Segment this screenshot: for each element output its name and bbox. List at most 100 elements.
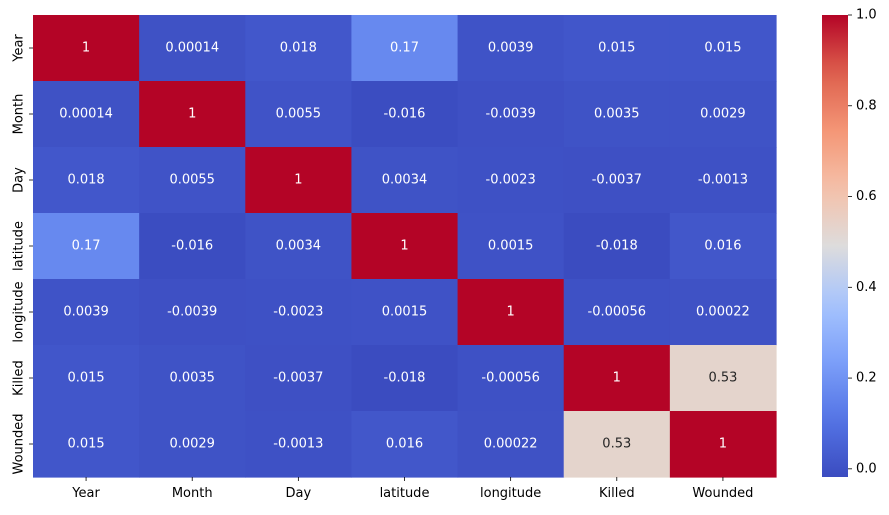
cell-annotation-latitude-longitude: 0.0015 [488, 239, 534, 254]
cell-annotation-killed-day: -0.0037 [273, 371, 323, 386]
cell-annotations: 1 0.00014 0.018 0.17 0.0039 0.015 0.015 0.00014… [59, 41, 750, 452]
heatmap-cell-year-month [139, 15, 246, 82]
cell-annotation-day-month: 0.0055 [169, 173, 215, 188]
cell-annotation-wounded-day: -0.0013 [273, 437, 323, 452]
cell-annotation-longitude-wounded: 0.00022 [696, 305, 750, 320]
cell-annotation-killed-killed: 1 [613, 371, 621, 386]
cell-annotation-longitude-killed: -0.00056 [588, 305, 646, 320]
heatmap-cell-longitude-longitude [457, 279, 565, 346]
cell-annotation-day-wounded: -0.0013 [698, 173, 748, 188]
cell-annotation-year-latitude: 0.17 [390, 41, 419, 56]
heatmap-cell-latitude-year [33, 213, 140, 280]
cell-annotation-day-longitude: -0.0023 [486, 173, 536, 188]
heatmap-cell-longitude-latitude [351, 279, 459, 346]
heatmap-cell-wounded-longitude [457, 411, 565, 478]
cell-annotation-wounded-killed: 0.53 [602, 437, 631, 452]
heatmap-cell-wounded-day [245, 411, 353, 478]
x-tick-label-day: Day [286, 486, 312, 501]
heatmap-cell-killed-latitude [351, 345, 459, 412]
heatmap-cell-day-day [245, 147, 353, 214]
colorbar-tick-label-4: 0.8 [856, 98, 877, 113]
heatmap-cell-wounded-month [139, 411, 246, 478]
heatmap-cell-day-latitude [351, 147, 459, 214]
colorbar-gradient [822, 15, 848, 477]
cell-annotation-latitude-wounded: 0.016 [704, 239, 741, 254]
cell-annotation-year-day: 0.018 [280, 41, 317, 56]
cell-annotation-wounded-latitude: 0.016 [386, 437, 423, 452]
x-tick-label-latitude: latitude [380, 486, 430, 501]
x-tick-label-longitude: longitude [480, 486, 541, 501]
heatmap-cell-killed-wounded [669, 345, 777, 412]
cell-annotation-day-latitude: 0.0034 [382, 173, 428, 188]
cell-annotation-latitude-killed: -0.018 [596, 239, 638, 254]
heatmap-cell-longitude-year [33, 279, 140, 346]
heatmap-cell-killed-year [33, 345, 140, 412]
colorbar-tick-label-2: 0.4 [856, 280, 877, 295]
heatmap-cell-latitude-month [139, 213, 246, 280]
heatmap-cell-day-year [33, 147, 140, 214]
heatmap-cell-month-longitude [457, 81, 565, 148]
cell-annotation-longitude-longitude: 1 [507, 305, 515, 320]
cell-annotation-killed-year: 0.015 [67, 371, 104, 386]
cell-annotation-longitude-month: -0.0039 [167, 305, 217, 320]
cell-annotation-month-longitude: -0.0039 [486, 107, 536, 122]
cell-annotation-longitude-year: 0.0039 [63, 305, 109, 320]
cell-annotation-latitude-day: 0.0034 [276, 239, 322, 254]
heatmap-cell-latitude-latitude [351, 213, 459, 280]
heatmap-cell-day-longitude [457, 147, 565, 214]
heatmap-cell-wounded-latitude [351, 411, 459, 478]
cell-annotation-month-year: 0.00014 [59, 107, 113, 122]
cell-annotation-killed-latitude: -0.018 [384, 371, 426, 386]
cell-annotation-killed-wounded: 0.53 [708, 371, 737, 386]
cell-annotation-month-latitude: -0.016 [384, 107, 426, 122]
colorbar-tick-label-1: 0.2 [856, 371, 877, 386]
cell-annotation-month-month: 1 [188, 107, 196, 122]
heatmap-cell-month-day [245, 81, 353, 148]
cell-annotation-killed-longitude: -0.00056 [481, 371, 539, 386]
heatmap-cell-longitude-month [139, 279, 246, 346]
cell-annotation-wounded-month: 0.0029 [169, 437, 215, 452]
heatmap-cell-longitude-killed [563, 279, 671, 346]
x-tick-label-month: Month [172, 486, 213, 501]
heatmap-cell-year-killed [563, 15, 671, 82]
heatmap-cell-day-wounded [669, 147, 777, 214]
heatmap-cell-latitude-longitude [457, 213, 565, 280]
heatmap-cell-latitude-day [245, 213, 353, 280]
cell-annotation-longitude-day: -0.0023 [273, 305, 323, 320]
cell-annotation-year-killed: 0.015 [598, 41, 635, 56]
y-tick-label-month: Month [12, 94, 27, 135]
y-axis: Year Month Day latitude longitude Killed Wound… [12, 34, 33, 475]
y-tick-label-latitude: latitude [12, 221, 27, 271]
cell-annotation-month-wounded: 0.0029 [700, 107, 746, 122]
heatmap-cell-wounded-wounded [669, 411, 777, 478]
heatmap-cell-killed-month [139, 345, 246, 412]
cell-annotation-year-longitude: 0.0039 [488, 41, 534, 56]
heatmap-cell-killed-day [245, 345, 353, 412]
cell-annotation-year-year: 1 [82, 41, 90, 56]
cell-annotation-year-month: 0.00014 [165, 41, 219, 56]
cell-annotation-month-day: 0.0055 [276, 107, 322, 122]
cell-annotation-wounded-year: 0.015 [67, 437, 104, 452]
heatmap-cell-year-year [33, 15, 140, 82]
cell-annotation-latitude-latitude: 1 [400, 239, 408, 254]
heatmap-cell-longitude-day [245, 279, 353, 346]
x-tick-label-wounded: Wounded [692, 486, 753, 501]
cell-annotation-month-killed: 0.0035 [594, 107, 640, 122]
cell-annotation-latitude-year: 0.17 [72, 239, 101, 254]
heatmap-cells [33, 15, 777, 478]
heatmap-cell-latitude-wounded [669, 213, 777, 280]
colorbar-tick-label-0: 0.0 [856, 461, 877, 476]
cell-annotation-killed-month: 0.0035 [169, 371, 215, 386]
heatmap-cell-year-day [245, 15, 353, 82]
heatmap-cell-day-month [139, 147, 246, 214]
heatmap-cell-year-longitude [457, 15, 565, 82]
y-tick-label-day: Day [12, 167, 27, 193]
x-axis: Year Month Day latitude longitude Killed Wound… [71, 477, 753, 501]
x-tick-label-year: Year [71, 486, 100, 501]
heatmap-cell-day-killed [563, 147, 671, 214]
heatmap-cell-month-killed [563, 81, 671, 148]
colorbar: 0.0 0.2 0.4 0.6 0.8 1.0 [822, 8, 877, 477]
heatmap-cell-month-month [139, 81, 246, 148]
